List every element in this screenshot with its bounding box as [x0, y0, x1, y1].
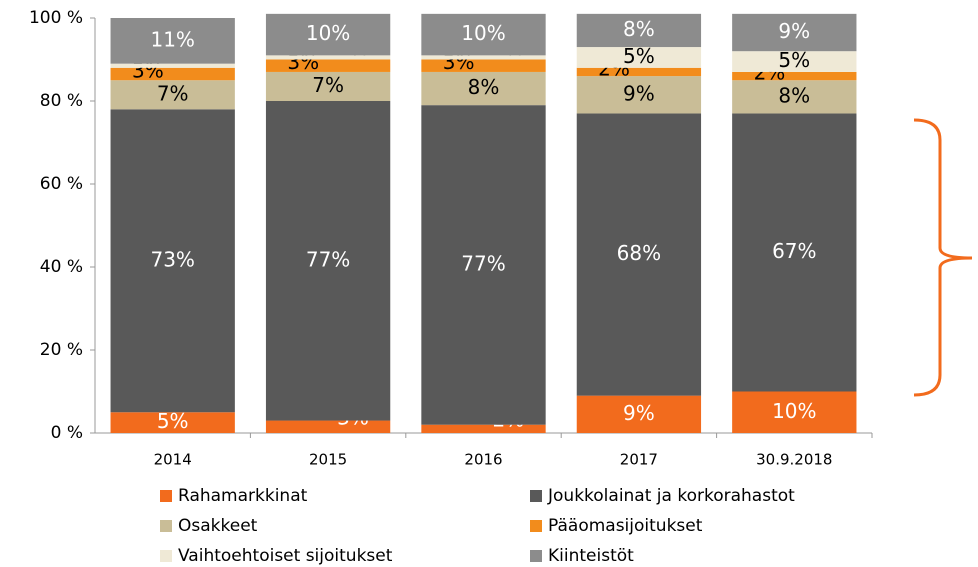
bar-segment	[421, 13, 546, 56]
bar-segment	[732, 13, 857, 52]
bar-segment	[265, 420, 391, 433]
bar-segment	[421, 55, 546, 60]
bracket	[913, 118, 973, 397]
y-tick-label: 40 %	[40, 257, 83, 277]
bar-segment	[732, 71, 857, 81]
legend-label: Pääomasijoitukset	[548, 516, 703, 536]
data-label: 7%	[157, 81, 189, 105]
bar-segment	[576, 13, 702, 48]
bar-segment	[576, 76, 702, 114]
x-tick-label: 30.9.2018	[756, 451, 832, 469]
data-label: 10%	[772, 399, 816, 423]
data-label: 8%	[623, 17, 655, 41]
data-label: 77%	[461, 251, 505, 275]
data-label: 5%	[778, 48, 810, 72]
x-tick-label: 2014	[154, 451, 192, 469]
legend-label: Rahamarkkinat	[178, 486, 308, 506]
legend-label: Joukkolainat ja korkorahastot	[547, 486, 795, 506]
bar-segment	[421, 424, 546, 433]
bar-segment	[110, 18, 235, 64]
legend-label: Kiinteistöt	[548, 546, 634, 566]
bar-segment	[421, 105, 546, 425]
bar-segment	[732, 51, 857, 72]
bar-segment	[732, 391, 857, 433]
bar-segment	[576, 67, 702, 77]
legend-label: Vaihtoehtoiset sijoitukset	[178, 546, 393, 566]
y-tick-label: 60 %	[40, 174, 83, 194]
bar-segment	[576, 113, 702, 396]
x-tick-label: 2016	[464, 451, 502, 469]
data-label: 5%	[623, 44, 655, 68]
legend-swatch	[160, 520, 172, 532]
data-label: 9%	[623, 81, 655, 105]
bar-segment	[732, 80, 857, 114]
data-label: 73%	[150, 247, 194, 271]
data-label: 8%	[468, 75, 500, 99]
bar-segment	[421, 71, 546, 106]
x-tick-label: 2015	[309, 451, 347, 469]
data-label: 11%	[150, 27, 194, 51]
data-label: 9%	[623, 401, 655, 425]
data-label: 7%	[312, 73, 344, 97]
data-label: 10%	[306, 21, 350, 45]
bar-segment	[110, 109, 235, 413]
bar-segment	[110, 63, 235, 68]
bar-segment	[265, 101, 391, 421]
bar-segment	[421, 59, 546, 72]
bar-segment	[265, 55, 391, 60]
bar-segment	[110, 412, 235, 433]
data-label: 8%	[778, 83, 810, 107]
legend-swatch	[160, 490, 172, 502]
legend-swatch	[530, 520, 542, 532]
data-label: 10%	[461, 21, 505, 45]
y-tick-label: 100 %	[29, 8, 83, 28]
x-tick-label: 2017	[620, 451, 658, 469]
legend-swatch	[530, 490, 542, 502]
data-label: 77%	[306, 247, 350, 271]
bar-segment	[576, 47, 702, 68]
legend-swatch	[160, 550, 172, 562]
legend-swatch	[530, 550, 542, 562]
data-label: 67%	[772, 239, 816, 263]
data-label: 9%	[778, 19, 810, 43]
bar-segment	[110, 67, 235, 81]
y-tick-label: 0 %	[51, 423, 83, 443]
bar-segment	[110, 80, 235, 110]
y-tick-label: 80 %	[40, 91, 83, 111]
legend-label: Osakkeet	[178, 516, 258, 536]
bar-segment	[265, 71, 391, 101]
bar-segment	[265, 13, 391, 56]
bar-segment	[576, 395, 702, 433]
data-label: 68%	[617, 241, 661, 265]
bar-segment	[265, 59, 391, 72]
y-tick-label: 20 %	[40, 340, 83, 360]
data-label: 5%	[157, 409, 189, 433]
bar-segment	[732, 113, 857, 392]
